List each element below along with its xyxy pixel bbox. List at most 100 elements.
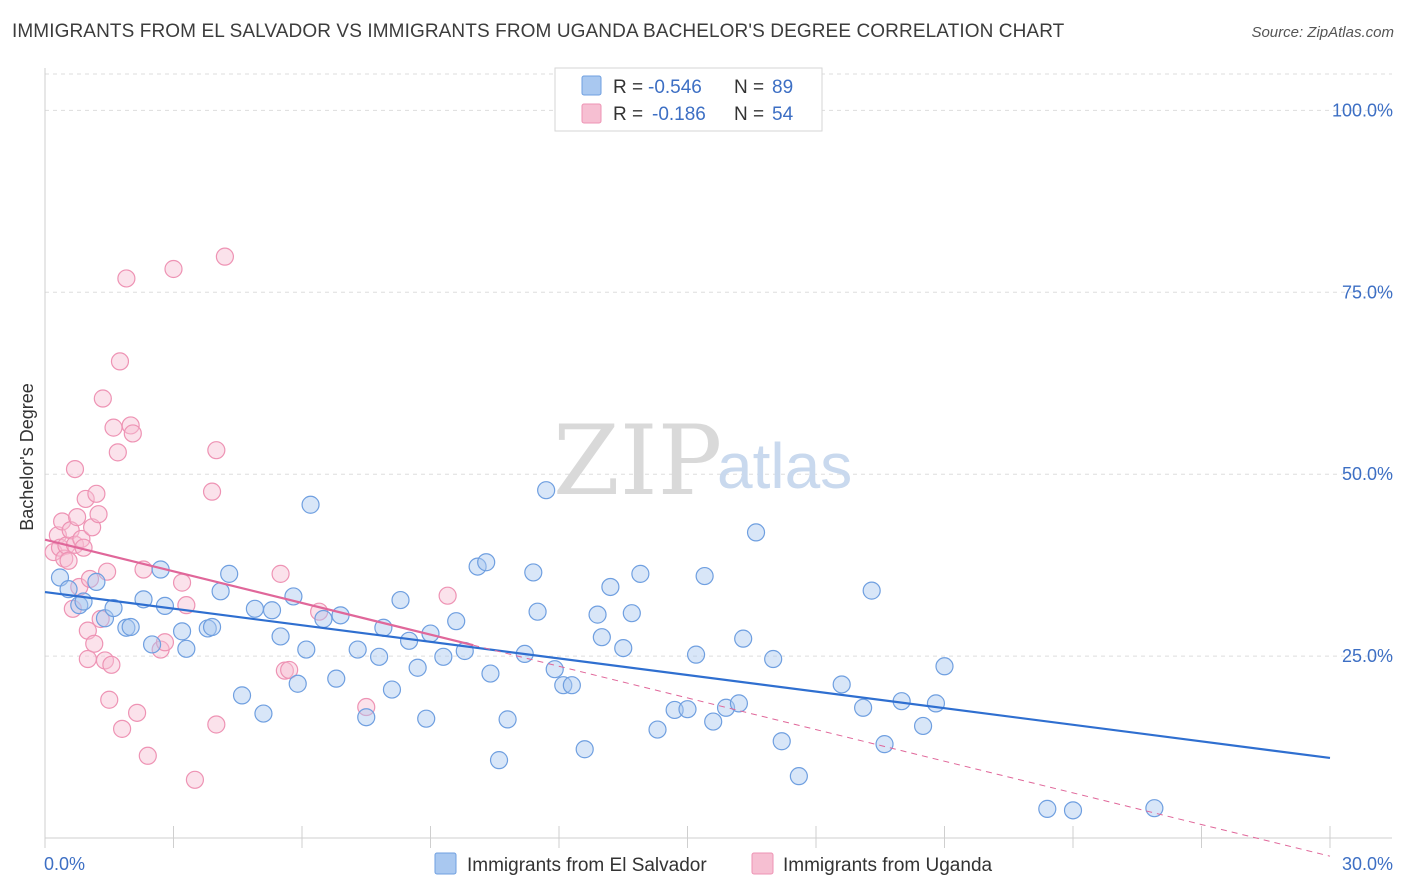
data-point	[327, 669, 346, 688]
data-point	[177, 639, 196, 658]
legend-label-el-salvador: Immigrants from El Salvador	[467, 855, 707, 876]
data-point	[262, 601, 282, 620]
data-point	[631, 564, 650, 583]
data-point	[102, 655, 121, 674]
data-point	[468, 557, 487, 576]
data-point	[764, 649, 783, 669]
data-point	[489, 751, 509, 770]
data-point	[678, 700, 697, 719]
data-point	[83, 518, 102, 537]
data-point	[254, 704, 273, 723]
stats-n-value-pink: 54	[772, 104, 794, 125]
y-tick-label: 25.0%	[1342, 646, 1393, 666]
data-point	[207, 441, 226, 460]
tick-labels: 25.0% 50.0% 75.0% 100.0% 0.0% 30.0%	[44, 100, 1393, 874]
data-point	[215, 247, 234, 266]
data-point	[127, 703, 147, 722]
trend-line-uganda-extension	[473, 644, 1331, 857]
data-point	[185, 770, 205, 789]
data-point	[447, 612, 466, 631]
data-point	[68, 508, 87, 527]
data-point	[665, 700, 684, 720]
data-point	[280, 660, 299, 680]
data-point	[76, 489, 95, 509]
data-point	[537, 481, 556, 500]
data-point	[104, 418, 123, 437]
stats-r-value-blue: -0.546	[648, 77, 702, 98]
data-point	[117, 269, 136, 288]
x-tick-label: 30.0%	[1342, 854, 1393, 874]
stats-legend-swatch-blue	[581, 75, 602, 96]
data-point	[207, 715, 226, 734]
data-point	[614, 638, 633, 658]
data-point	[524, 563, 543, 582]
data-point	[85, 634, 104, 653]
data-point	[935, 657, 954, 676]
data-point	[172, 573, 192, 592]
data-point	[438, 586, 457, 605]
data-point	[926, 694, 946, 713]
data-point	[87, 484, 106, 503]
series-legend: Immigrants from El Salvador Immigrants f…	[434, 852, 993, 876]
legend-label-uganda: Immigrants from Uganda	[783, 855, 993, 876]
watermark-zip: ZIP	[553, 405, 722, 517]
legend-swatch-uganda	[751, 852, 774, 875]
data-point	[348, 640, 367, 659]
data-point	[545, 660, 564, 679]
data-point	[271, 564, 290, 583]
data-point	[104, 598, 123, 618]
data-point	[832, 675, 851, 694]
trend-line-el-salvador	[44, 590, 1331, 760]
trend-line-uganda	[44, 538, 474, 647]
data-point	[245, 599, 264, 618]
data-point	[913, 716, 933, 736]
data-point	[588, 605, 607, 624]
data-point	[121, 617, 140, 637]
data-point	[100, 690, 119, 709]
y-tick-label: 50.0%	[1342, 464, 1393, 484]
data-point	[370, 647, 389, 666]
chart-title: IMMIGRANTS FROM EL SALVADOR VS IMMIGRANT…	[12, 21, 1065, 42]
data-point	[59, 580, 78, 599]
stats-n-label-blue: N =	[734, 77, 764, 98]
stats-n-label-pink: N =	[734, 104, 764, 125]
data-point	[164, 259, 183, 279]
stats-r-label-blue: R =	[613, 77, 643, 98]
data-point	[87, 572, 106, 591]
data-point	[562, 676, 581, 695]
data-point	[232, 686, 252, 705]
series-el-salvador-points	[50, 481, 1164, 820]
data-point	[592, 628, 611, 647]
data-point	[357, 697, 376, 717]
data-point	[89, 505, 108, 524]
data-point	[110, 352, 130, 371]
data-point	[108, 443, 127, 462]
data-point	[695, 566, 714, 586]
data-point	[1063, 801, 1083, 820]
trend-lines	[44, 538, 1331, 857]
x-tick-label: 0.0%	[44, 854, 85, 874]
data-point	[112, 719, 132, 738]
data-point	[1145, 799, 1164, 818]
data-point	[357, 708, 376, 727]
y-axis-label: Bachelor's Degree	[17, 383, 37, 531]
data-point	[575, 740, 594, 759]
data-point	[202, 482, 222, 501]
legend-swatch-el-salvador	[434, 852, 457, 875]
data-point	[142, 635, 162, 654]
data-point	[65, 459, 85, 479]
stats-legend-swatch-pink	[581, 103, 602, 124]
data-point	[789, 767, 808, 786]
data-point	[202, 617, 222, 637]
axes	[44, 68, 1392, 848]
data-point	[481, 664, 500, 683]
data-point	[331, 606, 350, 625]
data-point	[854, 698, 873, 717]
data-point	[528, 602, 547, 621]
data-point	[729, 694, 749, 713]
data-point	[288, 674, 307, 693]
stats-n-value-blue: 89	[772, 77, 793, 98]
data-point	[93, 389, 112, 408]
data-point	[734, 629, 753, 648]
